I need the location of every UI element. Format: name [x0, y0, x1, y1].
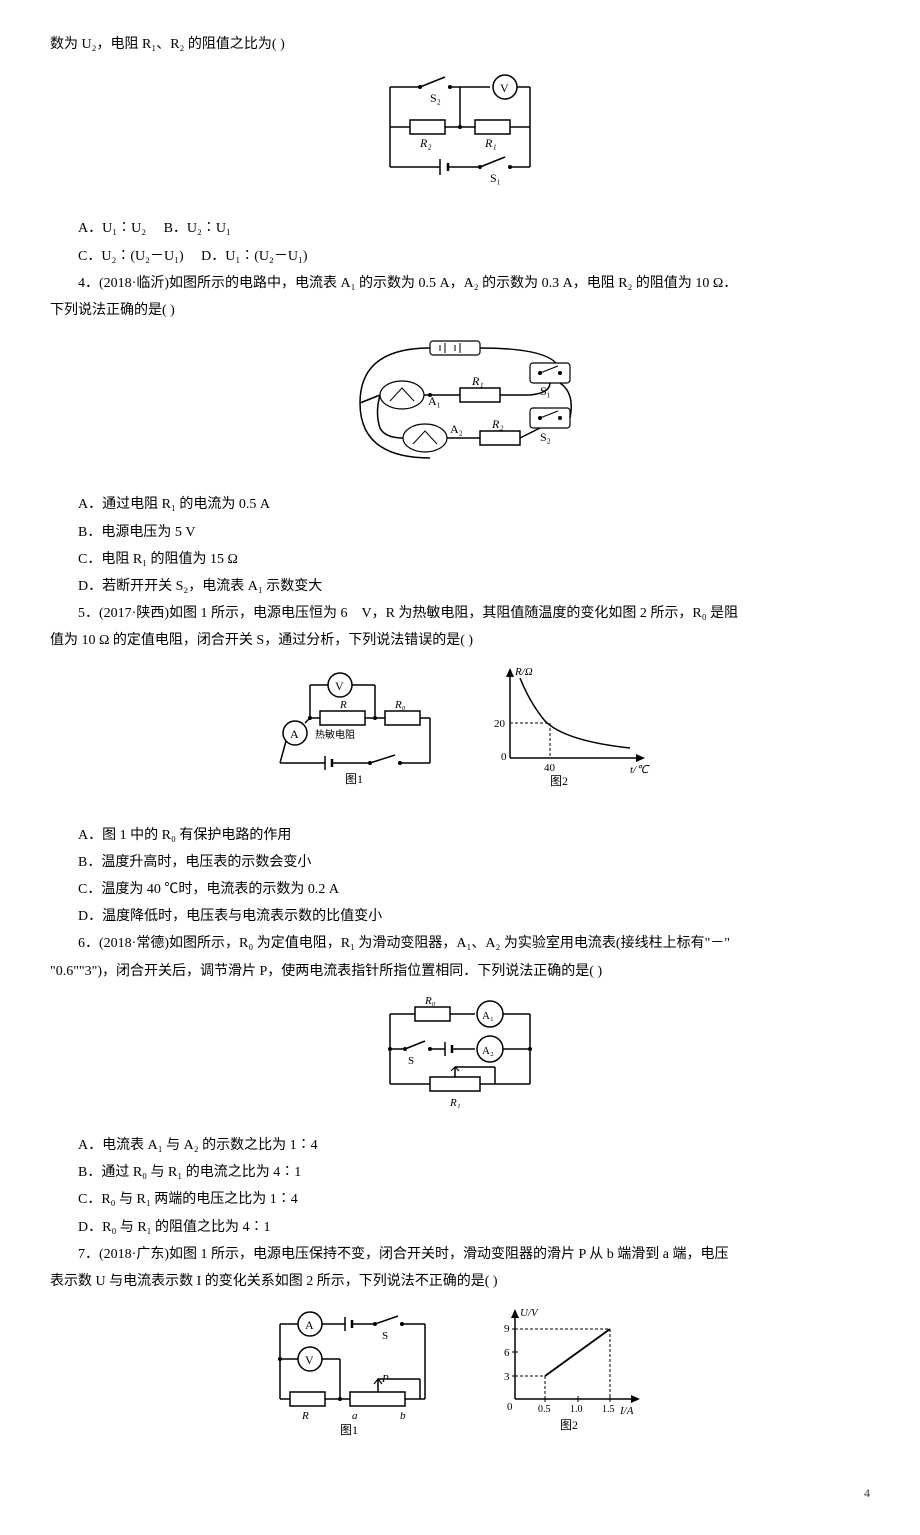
q4-opt-b: B．电源电压为 5 V [50, 520, 870, 545]
fig5-xlabel: t/℃ [630, 764, 650, 776]
fig7-ytick-3: 3 [504, 1371, 510, 1383]
fig-q7: A S V R [50, 1304, 870, 1453]
fig7-xtick-15: 1.5 [602, 1404, 615, 1415]
q6-stem-b: "0.6""3")，闭合开关后，调节滑片 P，使两电流表指针所指位置相同．下列说… [50, 959, 870, 984]
fig6-r0: R₀ [424, 995, 436, 1007]
q6-stem-a: 6．(2018·常德)如图所示，R₀ 为定值电阻，R₁ 为滑动变阻器，A₁、A₂… [50, 931, 870, 956]
q5-stem-b: 值为 10 Ω 的定值电阻，闭合开关 S，通过分析，下列说法错误的是( ) [50, 628, 870, 653]
q6-opt-a: A．电流表 A₁ 与 A₂ 的示数之比为 1∶4 [50, 1133, 870, 1158]
fig7-caption1: 图1 [340, 1423, 358, 1437]
fig7-ylabel: U/V [520, 1307, 539, 1319]
fig6-r1: R₁ [449, 1097, 461, 1109]
fig7-xtick-05: 0.5 [538, 1404, 551, 1415]
fig7-s: S [382, 1330, 388, 1342]
fig3-s2-label: S₂ [430, 91, 441, 105]
fig6-s: S [408, 1055, 414, 1067]
q5-opt-d: D．温度降低时，电压表与电流表示数的比值变小 [50, 904, 870, 929]
q3-opt-a: A．U₁∶U₂ [78, 221, 146, 236]
fig7-ytick-6: 6 [504, 1347, 510, 1359]
q3-stem-fragment: 数为 U₂，电阻 R₁、R₂ 的阻值之比为( ) [50, 32, 870, 57]
fig7-ytick-9: 9 [504, 1323, 510, 1335]
q4-stem-a: 4．(2018·临沂)如图所示的电路中，电流表 A₁ 的示数为 0.5 A，A₂… [50, 271, 870, 296]
q5-opt-a: A．图 1 中的 R₀ 有保护电路的作用 [50, 823, 870, 848]
fig3-r1-label: R₁ [484, 136, 497, 150]
fig6-a1: A₁ [482, 1010, 494, 1022]
q3-options-line2: C．U₂∶(U₂－U₁) D．U₁∶(U₂－U₁) [50, 244, 870, 269]
q6-opt-b: B．通过 R₀ 与 R₁ 的电流之比为 4∶1 [50, 1160, 870, 1185]
q6-opt-c: C．R₀ 与 R₁ 两端的电压之比为 1∶4 [50, 1187, 870, 1212]
fig-q3: S₂ V R₂ R₁ S₁ [50, 67, 870, 206]
fig-q5: V R 热敏电阻 A R₀ [50, 663, 870, 812]
fig3-s1-label: S₁ [490, 171, 501, 185]
fig6-a2: A₂ [482, 1045, 494, 1057]
fig5-caption1: 图1 [345, 772, 363, 786]
fig5-thermistor: 热敏电阻 [315, 728, 355, 741]
q4-opt-a: A．通过电阻 R₁ 的电流为 0.5 A [50, 492, 870, 517]
q4-opt-d: D．若断开开关 S₂，电流表 A₁ 示数变大 [50, 574, 870, 599]
page-number: 4 [50, 1483, 870, 1505]
fig5-xtick: 40 [544, 762, 556, 774]
fig3-v-label: V [500, 81, 509, 95]
q7-stem-a: 7．(2018·广东)如图 1 所示，电源电压保持不变，闭合开关时，滑动变阻器的… [50, 1242, 870, 1267]
fig7-xtick-10: 1.0 [570, 1404, 583, 1415]
fig5-ytick: 20 [494, 718, 506, 730]
q3-options-line1: A．U₁∶U₂ B．U₂∶U₁ [50, 216, 870, 241]
fig-q6: R₀ A₁ S A₂ R₁ [50, 994, 870, 1123]
fig7-xlabel: I/A [619, 1405, 634, 1417]
fig5-r: R [339, 699, 347, 711]
fig4-r2: R₂ [491, 417, 504, 431]
q6-opt-d: D．R₀ 与 R₁ 的阻值之比为 4∶1 [50, 1215, 870, 1240]
fig5-r0: R₀ [394, 699, 406, 711]
fig7-r: R [301, 1410, 309, 1422]
fig7-zero: 0 [507, 1401, 513, 1413]
q4-stem-b: 下列说法正确的是( ) [50, 298, 870, 323]
fig7-v: V [305, 1353, 314, 1367]
fig7-a: A [305, 1318, 314, 1332]
fig5-ylabel: R/Ω [514, 666, 533, 678]
fig5-v: V [335, 679, 344, 693]
fig4-r1: R₁ [471, 374, 484, 388]
q5-opt-c: C．温度为 40 ℃时，电流表的示数为 0.2 A [50, 877, 870, 902]
q3-opt-b: B．U₂∶U₁ [164, 221, 231, 236]
fig4-a2: A₂ [450, 422, 463, 436]
q4-opt-c: C．电阻 R₁ 的阻值为 15 Ω [50, 547, 870, 572]
fig7-slider-b: b [400, 1410, 406, 1422]
fig5-a: A [290, 727, 299, 741]
fig4-s2: S₂ [540, 430, 551, 444]
q3-opt-c: C．U₂∶(U₂－U₁) [78, 249, 184, 264]
q7-stem-b: 表示数 U 与电流表示数 I 的变化关系如图 2 所示，下列说法不正确的是( ) [50, 1269, 870, 1294]
fig5-zero: 0 [501, 751, 507, 763]
fig3-r2-label: R₂ [419, 136, 432, 150]
fig5-caption2: 图2 [550, 774, 568, 788]
q5-opt-b: B．温度升高时，电压表的示数会变小 [50, 850, 870, 875]
fig-q4: S₁ R₁ A₁ S₂ R₂ A₂ [50, 333, 870, 482]
fig7-slider-a: a [352, 1410, 358, 1422]
fig7-caption2: 图2 [560, 1418, 578, 1432]
q3-opt-d: D．U₁∶(U₂－U₁) [201, 249, 307, 264]
q5-stem-a: 5．(2017·陕西)如图 1 所示，电源电压恒为 6 V，R 为热敏电阻，其阻… [50, 601, 870, 626]
